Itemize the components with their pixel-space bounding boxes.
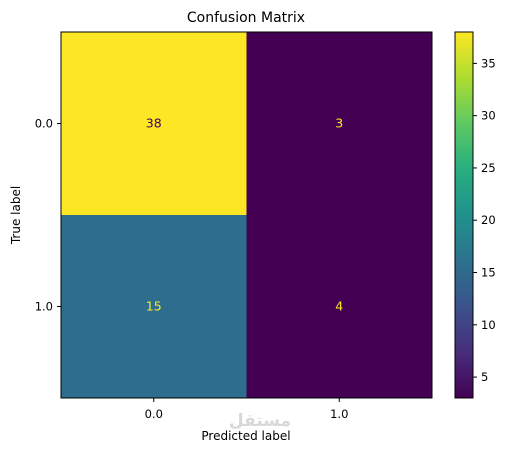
x-tick-label: 0.0: [145, 407, 163, 421]
x-axis-label: Predicted label: [201, 429, 290, 443]
y-axis-label: True label: [9, 186, 23, 245]
watermark: مستقل: [229, 411, 291, 431]
heatmap-cell: [61, 215, 247, 398]
cell-value-label: 15: [146, 299, 162, 314]
x-tick-label: 1.0: [330, 407, 348, 421]
cell-value-label: 38: [146, 116, 162, 131]
colorbar: [454, 31, 474, 399]
heatmap-cell: [246, 215, 432, 398]
heatmap-cell-labels: 38 3 15 4: [146, 116, 343, 314]
heatmap-frame: [60, 31, 433, 399]
heatmap-cell: [246, 32, 432, 215]
colorbar-tick-label: 10: [481, 318, 496, 332]
colorbar-tick-label: 20: [481, 213, 496, 227]
chart-title: Confusion Matrix: [187, 10, 305, 26]
colorbar-ticks: 5 10 15 20 25 30 35: [473, 56, 496, 384]
y-axis-ticks: 0.0 1.0: [35, 117, 61, 314]
heatmap-cell: [61, 32, 247, 215]
y-tick-label: 1.0: [35, 300, 53, 314]
colorbar-tick-label: 30: [481, 109, 496, 123]
colorbar-tick-label: 25: [481, 161, 496, 175]
colorbar-tick-label: 5: [481, 370, 488, 384]
cell-value-label: 4: [335, 299, 343, 314]
y-tick-label: 0.0: [35, 117, 53, 131]
colorbar-tick-label: 15: [481, 266, 496, 280]
x-axis-ticks: 0.0 1.0: [145, 398, 348, 421]
colorbar-tick-label: 35: [481, 56, 496, 70]
cell-value-label: 3: [335, 116, 343, 131]
heatmap-cells: [61, 32, 432, 398]
